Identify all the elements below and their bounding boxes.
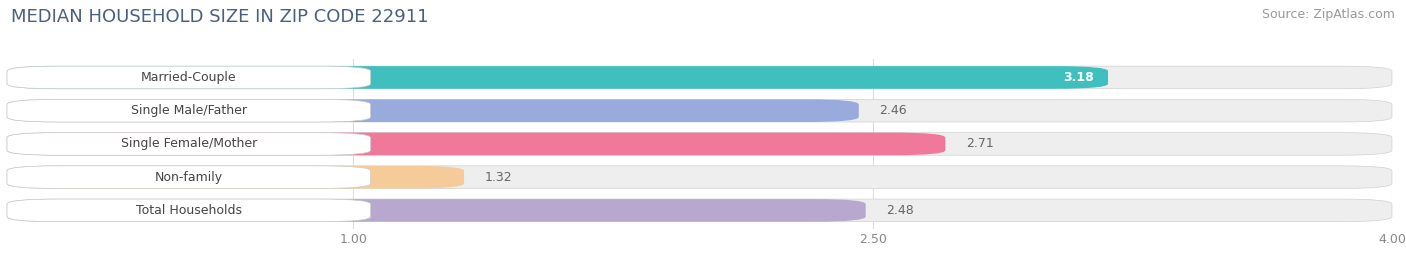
Text: 2.48: 2.48 xyxy=(886,204,914,217)
FancyBboxPatch shape xyxy=(7,166,371,189)
FancyBboxPatch shape xyxy=(7,99,1392,122)
FancyBboxPatch shape xyxy=(7,99,859,122)
Text: Married-Couple: Married-Couple xyxy=(141,71,236,84)
Text: 2.46: 2.46 xyxy=(880,104,907,117)
FancyBboxPatch shape xyxy=(7,199,1392,222)
Text: Non-family: Non-family xyxy=(155,171,224,184)
FancyBboxPatch shape xyxy=(7,166,1392,189)
Text: Single Female/Mother: Single Female/Mother xyxy=(121,137,257,150)
Text: MEDIAN HOUSEHOLD SIZE IN ZIP CODE 22911: MEDIAN HOUSEHOLD SIZE IN ZIP CODE 22911 xyxy=(11,8,429,26)
FancyBboxPatch shape xyxy=(7,166,464,189)
FancyBboxPatch shape xyxy=(7,199,866,222)
FancyBboxPatch shape xyxy=(7,133,945,155)
Text: 2.71: 2.71 xyxy=(966,137,994,150)
Text: 1.32: 1.32 xyxy=(485,171,512,184)
Text: Source: ZipAtlas.com: Source: ZipAtlas.com xyxy=(1261,8,1395,21)
FancyBboxPatch shape xyxy=(7,99,371,122)
FancyBboxPatch shape xyxy=(7,66,371,89)
Text: Total Households: Total Households xyxy=(136,204,242,217)
FancyBboxPatch shape xyxy=(7,133,371,155)
Text: 3.18: 3.18 xyxy=(1063,71,1094,84)
FancyBboxPatch shape xyxy=(7,133,1392,155)
FancyBboxPatch shape xyxy=(7,199,371,222)
FancyBboxPatch shape xyxy=(7,66,1108,89)
Text: Single Male/Father: Single Male/Father xyxy=(131,104,247,117)
FancyBboxPatch shape xyxy=(7,66,1392,89)
